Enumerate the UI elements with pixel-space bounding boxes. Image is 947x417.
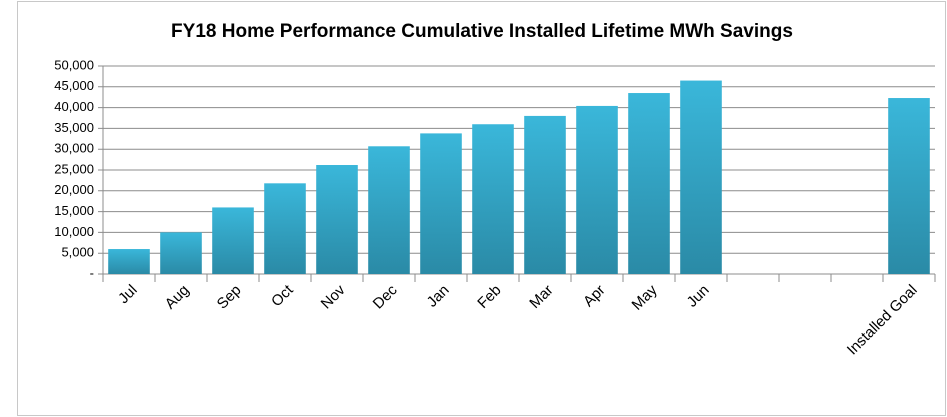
bar — [576, 105, 618, 274]
bar — [420, 133, 462, 274]
bar — [316, 165, 358, 274]
y-tick-label: 30,000 — [54, 141, 94, 156]
y-tick-label: 15,000 — [54, 203, 94, 218]
y-tick-label: 50,000 — [54, 57, 94, 72]
y-tick-label: 20,000 — [54, 182, 94, 197]
bar — [212, 207, 254, 274]
y-tick-label: 25,000 — [54, 161, 94, 176]
y-tick-label: 40,000 — [54, 99, 94, 114]
bar — [160, 232, 202, 274]
bar — [888, 98, 930, 274]
bar — [524, 115, 566, 274]
bar — [368, 146, 410, 274]
chart-title: FY18 Home Performance Cumulative Install… — [171, 21, 793, 42]
y-tick-label: 10,000 — [54, 224, 94, 239]
y-tick-label: 5,000 — [61, 245, 94, 260]
y-tick-label: 35,000 — [54, 120, 94, 135]
y-tick-label: 45,000 — [54, 78, 94, 93]
bar — [680, 80, 722, 274]
bar — [108, 249, 150, 274]
y-tick-label: - — [90, 265, 94, 280]
bar — [628, 93, 670, 274]
bar — [264, 183, 306, 274]
bar — [472, 124, 514, 275]
